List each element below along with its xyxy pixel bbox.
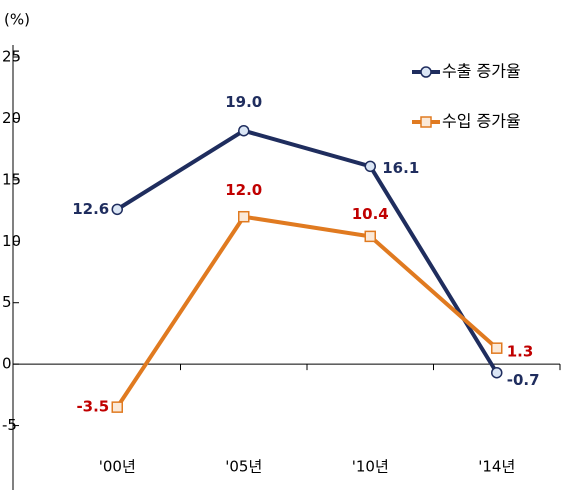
- series-line: [115, 214, 499, 409]
- marker: [491, 366, 503, 379]
- x-tick-label: '00년: [99, 458, 136, 476]
- legend-marker: [420, 66, 432, 78]
- marker: [238, 124, 250, 137]
- y-tick-label: 25: [2, 48, 21, 66]
- data-label: 10.4: [352, 205, 389, 223]
- y-tick-label: 20: [2, 109, 21, 127]
- y-tick-label: 5: [2, 293, 12, 311]
- y-tick-label: -5: [2, 416, 17, 434]
- x-tick-label: '14년: [478, 458, 515, 476]
- marker: [238, 210, 250, 223]
- data-label: 1.3: [507, 343, 534, 361]
- y-tick-label: 15: [2, 170, 21, 188]
- marker: [491, 342, 503, 354]
- data-label: 12.0: [225, 181, 262, 199]
- y-tick-label: 10: [2, 232, 21, 250]
- marker: [364, 230, 376, 243]
- data-label: -0.7: [507, 371, 540, 389]
- unit-label: (%): [4, 11, 30, 29]
- marker: [111, 203, 123, 216]
- data-label: 19.0: [225, 93, 262, 111]
- x-tick-label: '10년: [352, 458, 389, 476]
- legend-marker: [420, 116, 432, 128]
- marker: [364, 160, 376, 173]
- data-label: 12.6: [72, 200, 109, 218]
- legend-label: 수출 증가율: [442, 62, 521, 81]
- data-label: 16.1: [382, 159, 419, 177]
- y-tick-label: 0: [2, 355, 12, 373]
- x-tick-label: '05년: [225, 458, 262, 476]
- data-label: -3.5: [76, 398, 109, 416]
- marker: [111, 401, 123, 413]
- series-line: [116, 128, 499, 374]
- legend-label: 수입 증가율: [442, 112, 521, 131]
